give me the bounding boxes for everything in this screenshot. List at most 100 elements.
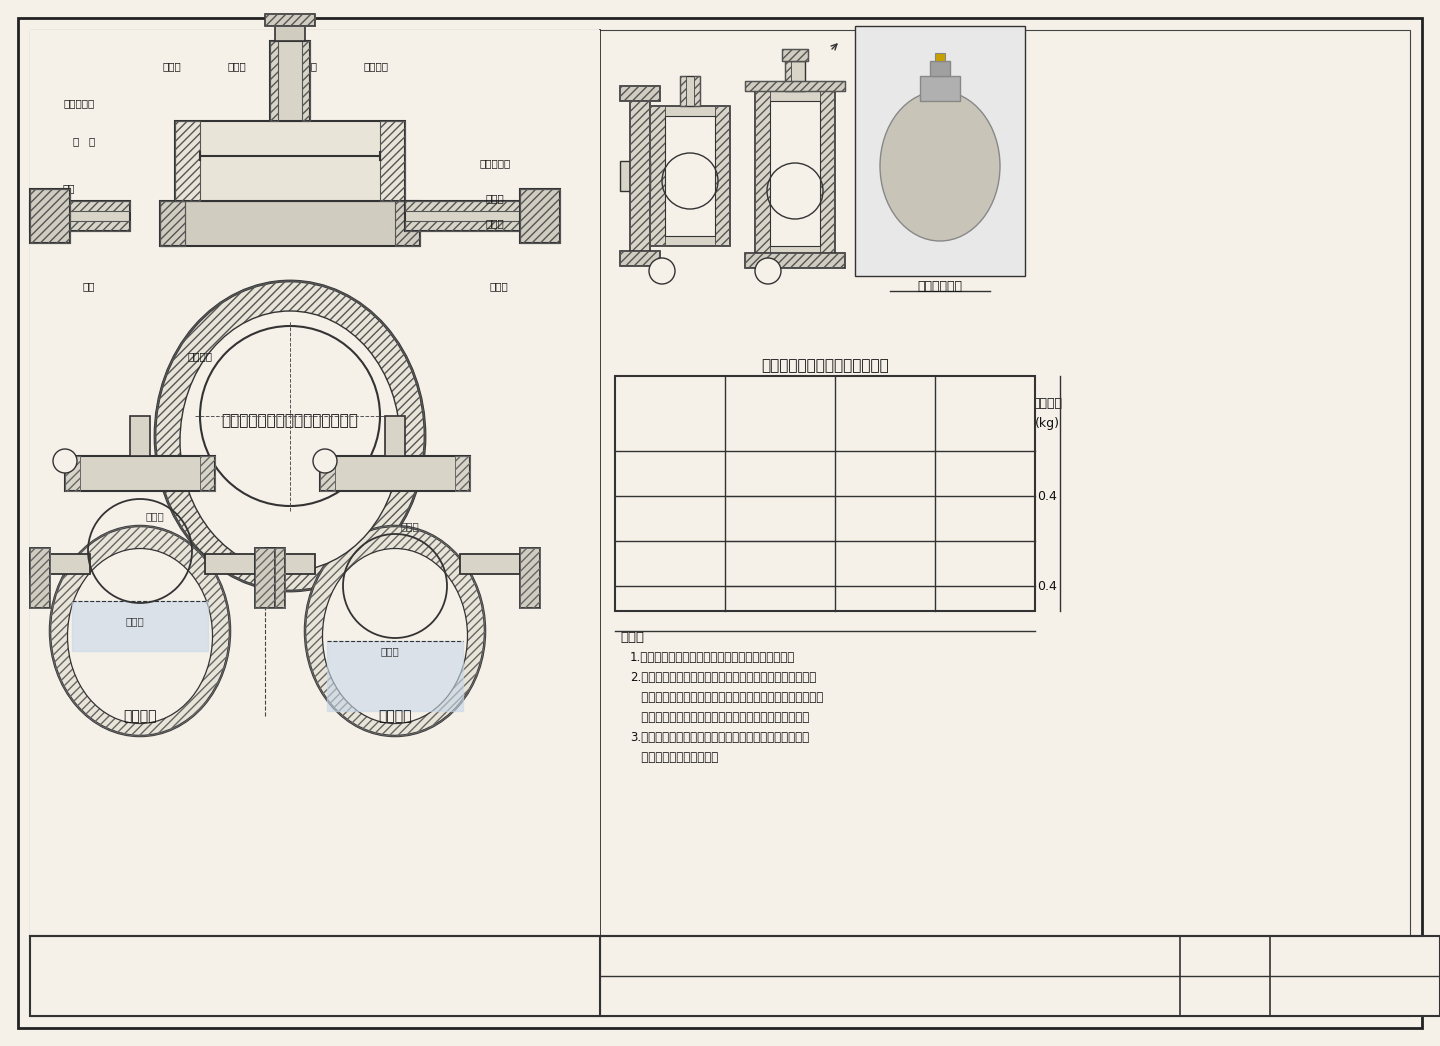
Text: ~~~~~: ~~~~~ (1129, 976, 1169, 986)
Bar (785, 61, 791, 91)
Ellipse shape (305, 526, 485, 736)
Text: 15K205-1: 15K205-1 (1322, 950, 1388, 962)
Text: (MPa): (MPa) (762, 417, 798, 430)
Bar (176, 121, 200, 201)
Text: 2.自动排气阀安装后，系统工作时打开手动跑风，先听到排: 2.自动排气阀安装后，系统工作时打开手动跑风，先听到排 (631, 670, 816, 684)
Bar (680, 76, 700, 106)
Bar (405, 201, 536, 231)
Bar (920, 76, 960, 101)
Text: 阻水状态: 阻水状态 (124, 709, 157, 723)
Text: 4～130: 4～130 (865, 579, 904, 592)
Text: 产品参考图片: 产品参考图片 (917, 279, 962, 293)
Text: 气空间: 气空间 (400, 521, 419, 531)
Text: 田志叶: 田志叶 (995, 991, 1014, 1001)
Text: 导流帽: 导流帽 (163, 61, 181, 71)
Text: 浮球杆杆: 浮球杆杆 (292, 61, 317, 71)
Text: 页: 页 (1221, 991, 1228, 1001)
Bar (744, 81, 845, 91)
Bar (130, 416, 150, 456)
Bar (694, 76, 700, 106)
Bar (649, 106, 665, 246)
Bar (380, 121, 405, 201)
Text: 审核: 审核 (635, 991, 648, 1001)
Text: 1.安装前应正反翻转，检查阀内浮球动作是否灵活。: 1.安装前应正反翻转，检查阀内浮球动作是否灵活。 (631, 651, 795, 664)
Text: 陈  昫: 陈 昫 (1139, 991, 1158, 1001)
Circle shape (649, 258, 675, 285)
Text: 0.4: 0.4 (1038, 579, 1057, 592)
Bar (30, 189, 71, 243)
Ellipse shape (880, 91, 999, 241)
Bar (30, 936, 600, 1016)
Text: B: B (321, 456, 328, 467)
Bar (265, 14, 315, 26)
Ellipse shape (50, 526, 230, 736)
Text: 水空间: 水空间 (125, 616, 144, 626)
Text: 排气状态: 排气状态 (379, 709, 412, 723)
Text: 规  格: 规 格 (658, 397, 681, 410)
Text: 气声之后排水，或没有排气直接排水说明排气阀工作正常。: 气声之后排水，或没有排气直接排水说明排气阀工作正常。 (631, 691, 824, 704)
Text: DN25: DN25 (652, 579, 687, 592)
Bar (30, 554, 89, 574)
Bar (405, 201, 536, 211)
Text: 接口管径: 接口管径 (655, 417, 685, 430)
Text: 单台重量: 单台重量 (1032, 397, 1063, 410)
Bar (302, 41, 310, 121)
Bar (665, 116, 716, 236)
Text: (kg): (kg) (1035, 417, 1060, 430)
Bar (395, 201, 420, 246)
Bar (265, 548, 285, 608)
Text: 田志叶: 田志叶 (850, 991, 868, 1001)
Text: 阀   堵: 阀 堵 (73, 136, 95, 146)
Bar (271, 41, 310, 121)
Text: 浮球: 浮球 (82, 281, 95, 291)
Ellipse shape (323, 548, 468, 724)
Bar (716, 106, 730, 246)
Circle shape (755, 258, 780, 285)
Text: 橡胶密封垫: 橡胶密封垫 (63, 98, 95, 108)
Bar (782, 49, 808, 61)
Text: 螺栓: 螺栓 (62, 183, 75, 194)
Bar (271, 41, 278, 121)
Text: 2.5: 2.5 (770, 511, 791, 525)
Bar (30, 548, 50, 608)
Bar (255, 554, 315, 574)
Bar (770, 101, 819, 246)
Text: 气空间: 气空间 (145, 511, 164, 521)
Text: 不锈钢浮球: 不锈钢浮球 (480, 158, 511, 168)
Text: 0.4: 0.4 (1038, 490, 1057, 502)
Text: 水空间: 水空间 (380, 646, 399, 656)
Bar (744, 81, 845, 91)
Bar (204, 554, 265, 574)
Bar (755, 91, 835, 256)
Bar (200, 456, 215, 491)
Text: 连接方式: 连接方式 (982, 407, 1012, 420)
Bar (744, 253, 845, 268)
Bar (520, 548, 540, 608)
Bar (160, 201, 184, 246)
Bar (819, 91, 835, 256)
Bar (621, 161, 649, 191)
Bar (615, 376, 1035, 611)
Text: 低排气芯高度子以消除。: 低排气芯高度子以消除。 (631, 751, 719, 764)
Bar (520, 189, 560, 243)
Bar (176, 121, 405, 201)
Text: DN20: DN20 (652, 490, 687, 502)
Bar (680, 76, 685, 106)
Circle shape (312, 449, 337, 473)
Bar (855, 26, 1025, 276)
Bar (930, 61, 950, 76)
Text: B: B (763, 266, 772, 276)
Text: 螺纹连接: 螺纹连接 (982, 579, 1012, 592)
Bar (320, 456, 336, 491)
Bar (935, 53, 945, 61)
Text: 16: 16 (1346, 990, 1364, 1002)
Text: 审定: 审定 (924, 991, 937, 1001)
Bar (65, 456, 81, 491)
Bar (65, 456, 215, 491)
Bar (275, 26, 305, 41)
Bar (621, 251, 660, 266)
Ellipse shape (156, 281, 425, 591)
Bar (631, 96, 649, 256)
Text: A: A (658, 266, 667, 276)
Text: 密封垫: 密封垫 (487, 218, 505, 228)
